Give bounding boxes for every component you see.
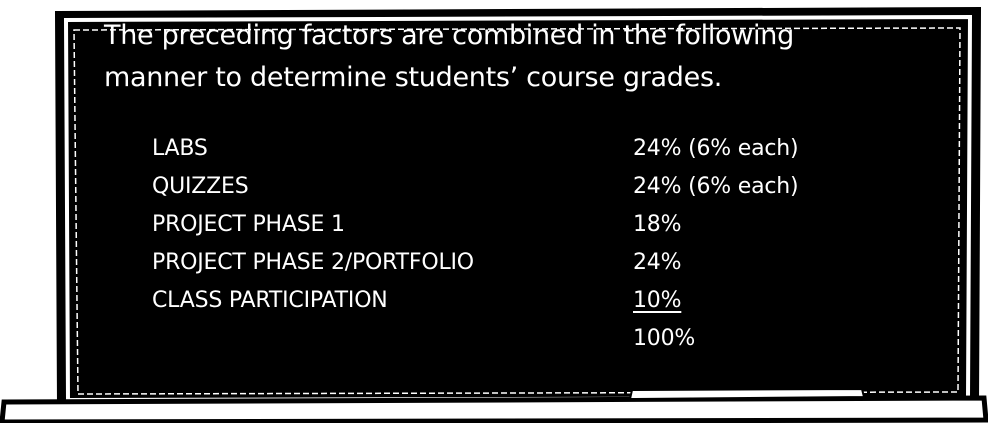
component-label: QUIZZES <box>152 174 249 199</box>
component-label: LABS <box>152 136 208 161</box>
intro-line: The preceding factors are combined in th… <box>104 20 794 51</box>
component-weight: 10% <box>633 288 681 313</box>
component-weight: 24% (6% each) <box>633 174 798 199</box>
component-label: PROJECT PHASE 1 <box>152 212 345 237</box>
component-label: PROJECT PHASE 2/PORTFOLIO <box>152 250 474 275</box>
component-weight: 18% <box>633 212 681 237</box>
chalk-ledge <box>2 398 986 422</box>
component-weight: 24% <box>633 250 681 275</box>
chalkboard-slide: The preceding factors are combined in th… <box>0 0 988 423</box>
component-label: CLASS PARTICIPATION <box>152 288 388 313</box>
component-weight: 24% (6% each) <box>633 136 798 161</box>
chalk-piece <box>630 389 864 399</box>
intro-line: manner to determine students’ course gra… <box>104 62 722 93</box>
total-weight: 100% <box>633 326 695 351</box>
